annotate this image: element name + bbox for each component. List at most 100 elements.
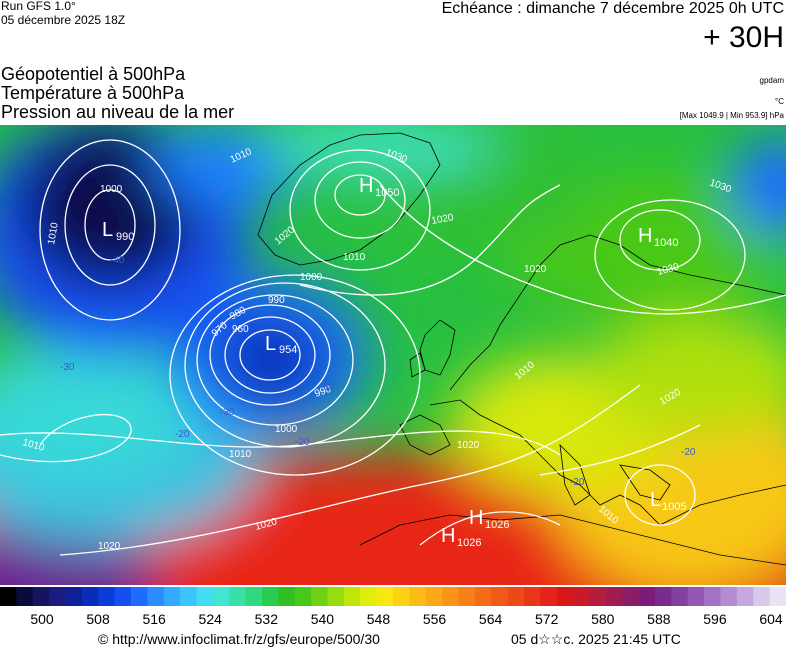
color-scale-tick: 596: [703, 611, 727, 627]
high-center-letter: H: [359, 175, 373, 197]
generated-timestamp: 05 d☆☆c. 2025 21:45 UTC: [511, 631, 681, 647]
temperature-label: -30: [320, 382, 335, 393]
temperature-label: -30: [60, 362, 75, 373]
high-center-value: 1026: [485, 519, 509, 531]
isobar-label: 1000: [300, 272, 323, 283]
title-temperature: Température à 500hPa: [1, 83, 185, 103]
temperature-label: -40: [110, 255, 125, 266]
color-swatch: [573, 587, 590, 606]
isobars: [0, 139, 786, 556]
high-center-value: 1026: [457, 537, 481, 549]
color-swatch: [360, 587, 378, 606]
isobar-label: 1020: [457, 440, 480, 451]
color-swatch: [180, 587, 197, 606]
isobar-label: 1010: [229, 449, 252, 460]
color-swatch: [605, 587, 623, 606]
color-scale-tick: 508: [86, 611, 110, 627]
low-center-letter: L: [265, 333, 276, 355]
color-swatch: [245, 587, 263, 606]
color-swatch: [687, 587, 705, 606]
color-swatch: [294, 587, 312, 606]
temperature-label: -20: [175, 429, 190, 440]
lead-time: + 30H: [703, 21, 784, 54]
color-scale-tick: 572: [535, 611, 559, 627]
high-center-letter: H: [638, 225, 652, 247]
color-swatch: [458, 587, 476, 606]
color-swatch: [540, 587, 558, 606]
color-swatch: [622, 587, 640, 606]
color-swatch: [474, 587, 492, 606]
color-swatch: [671, 587, 689, 606]
unit-temperature: °C: [775, 97, 784, 106]
pressure-range: [Max 1049.9 | Min 953.9] hPa: [679, 111, 784, 120]
color-swatch: [327, 587, 345, 606]
high-center-letter: H: [441, 525, 455, 547]
isobar-label: 1020: [98, 541, 121, 552]
color-swatch: [131, 587, 148, 606]
color-swatch: [720, 587, 738, 606]
color-swatch: [81, 587, 99, 606]
color-scale-tick: 540: [310, 611, 335, 627]
color-swatch: [556, 587, 574, 606]
color-swatch: [524, 587, 541, 606]
color-swatch: [393, 587, 410, 606]
high-center-letter: H: [469, 507, 483, 529]
temperature-label: -20: [295, 437, 310, 448]
color-swatch: [409, 587, 427, 606]
color-swatch: [425, 587, 443, 606]
low-center-letter: L: [102, 219, 113, 241]
color-swatch: [163, 587, 181, 606]
temperature-labels: -40 -30 -30 -30 -20 -20 -20 -20: [60, 255, 696, 488]
color-scale-tick: 500: [30, 611, 54, 627]
color-scale-tick: 532: [254, 611, 278, 627]
color-swatch: [589, 587, 607, 606]
low-center-value: 990: [116, 231, 134, 243]
color-swatch: [311, 587, 328, 606]
color-swatch: [638, 587, 656, 606]
color-swatch: [32, 587, 50, 606]
isobar-label: 1010: [46, 221, 61, 245]
color-swatch: [0, 587, 17, 606]
color-scale-tick: 516: [142, 611, 166, 627]
color-swatch: [507, 587, 525, 606]
color-scale-tick: 588: [647, 611, 671, 627]
unit-geopotential: gpdam: [759, 76, 784, 85]
isobar-label: 990: [268, 295, 285, 306]
color-swatch: [16, 587, 34, 606]
color-scale-tick: 580: [591, 611, 615, 627]
color-scale: [0, 587, 786, 606]
isobar-label: 960: [232, 324, 249, 335]
color-swatch: [753, 587, 771, 606]
high-center-value: 1050: [375, 187, 399, 199]
color-swatch: [278, 587, 296, 606]
color-swatch: [769, 587, 786, 606]
color-swatch: [376, 587, 394, 606]
color-scale-tick: 564: [478, 611, 503, 627]
color-swatch: [114, 587, 132, 606]
title-geopotential: Géopotentiel à 500hPa: [1, 64, 186, 84]
title-pressure: Pression au niveau de la mer: [1, 102, 235, 122]
weather-map: 1000 1010 1030 1020 1010 1000 990 980 97…: [0, 125, 786, 585]
color-swatch: [655, 587, 672, 606]
temperature-label: -20: [681, 447, 696, 458]
color-swatch: [343, 587, 361, 606]
copyright: © http://www.infoclimat.fr/z/gfs/europe/…: [98, 631, 380, 647]
echeance: Echéance : dimanche 7 décembre 2025 0h U…: [441, 0, 784, 17]
isobar-label: 1020: [524, 264, 547, 275]
color-swatch: [49, 587, 66, 606]
low-center-letter: L: [650, 489, 661, 511]
pressure-centers: L 990 H 1050 L 954 H 1040 L 1005 H 1026 …: [102, 175, 686, 549]
color-scale-tick: 556: [422, 611, 447, 627]
low-center-value: 954: [279, 344, 297, 356]
low-center-value: 1005: [662, 501, 686, 513]
color-swatch: [736, 587, 754, 606]
color-swatch: [491, 587, 509, 606]
color-swatch: [442, 587, 459, 606]
color-swatch: [704, 587, 721, 606]
run-date: 05 décembre 2025 18Z: [1, 13, 126, 27]
color-swatch: [147, 587, 165, 606]
color-swatch: [65, 587, 83, 606]
temperature-label: -30: [220, 407, 235, 418]
temperature-label: -20: [570, 477, 585, 488]
isobar-label: 1020: [431, 212, 455, 227]
